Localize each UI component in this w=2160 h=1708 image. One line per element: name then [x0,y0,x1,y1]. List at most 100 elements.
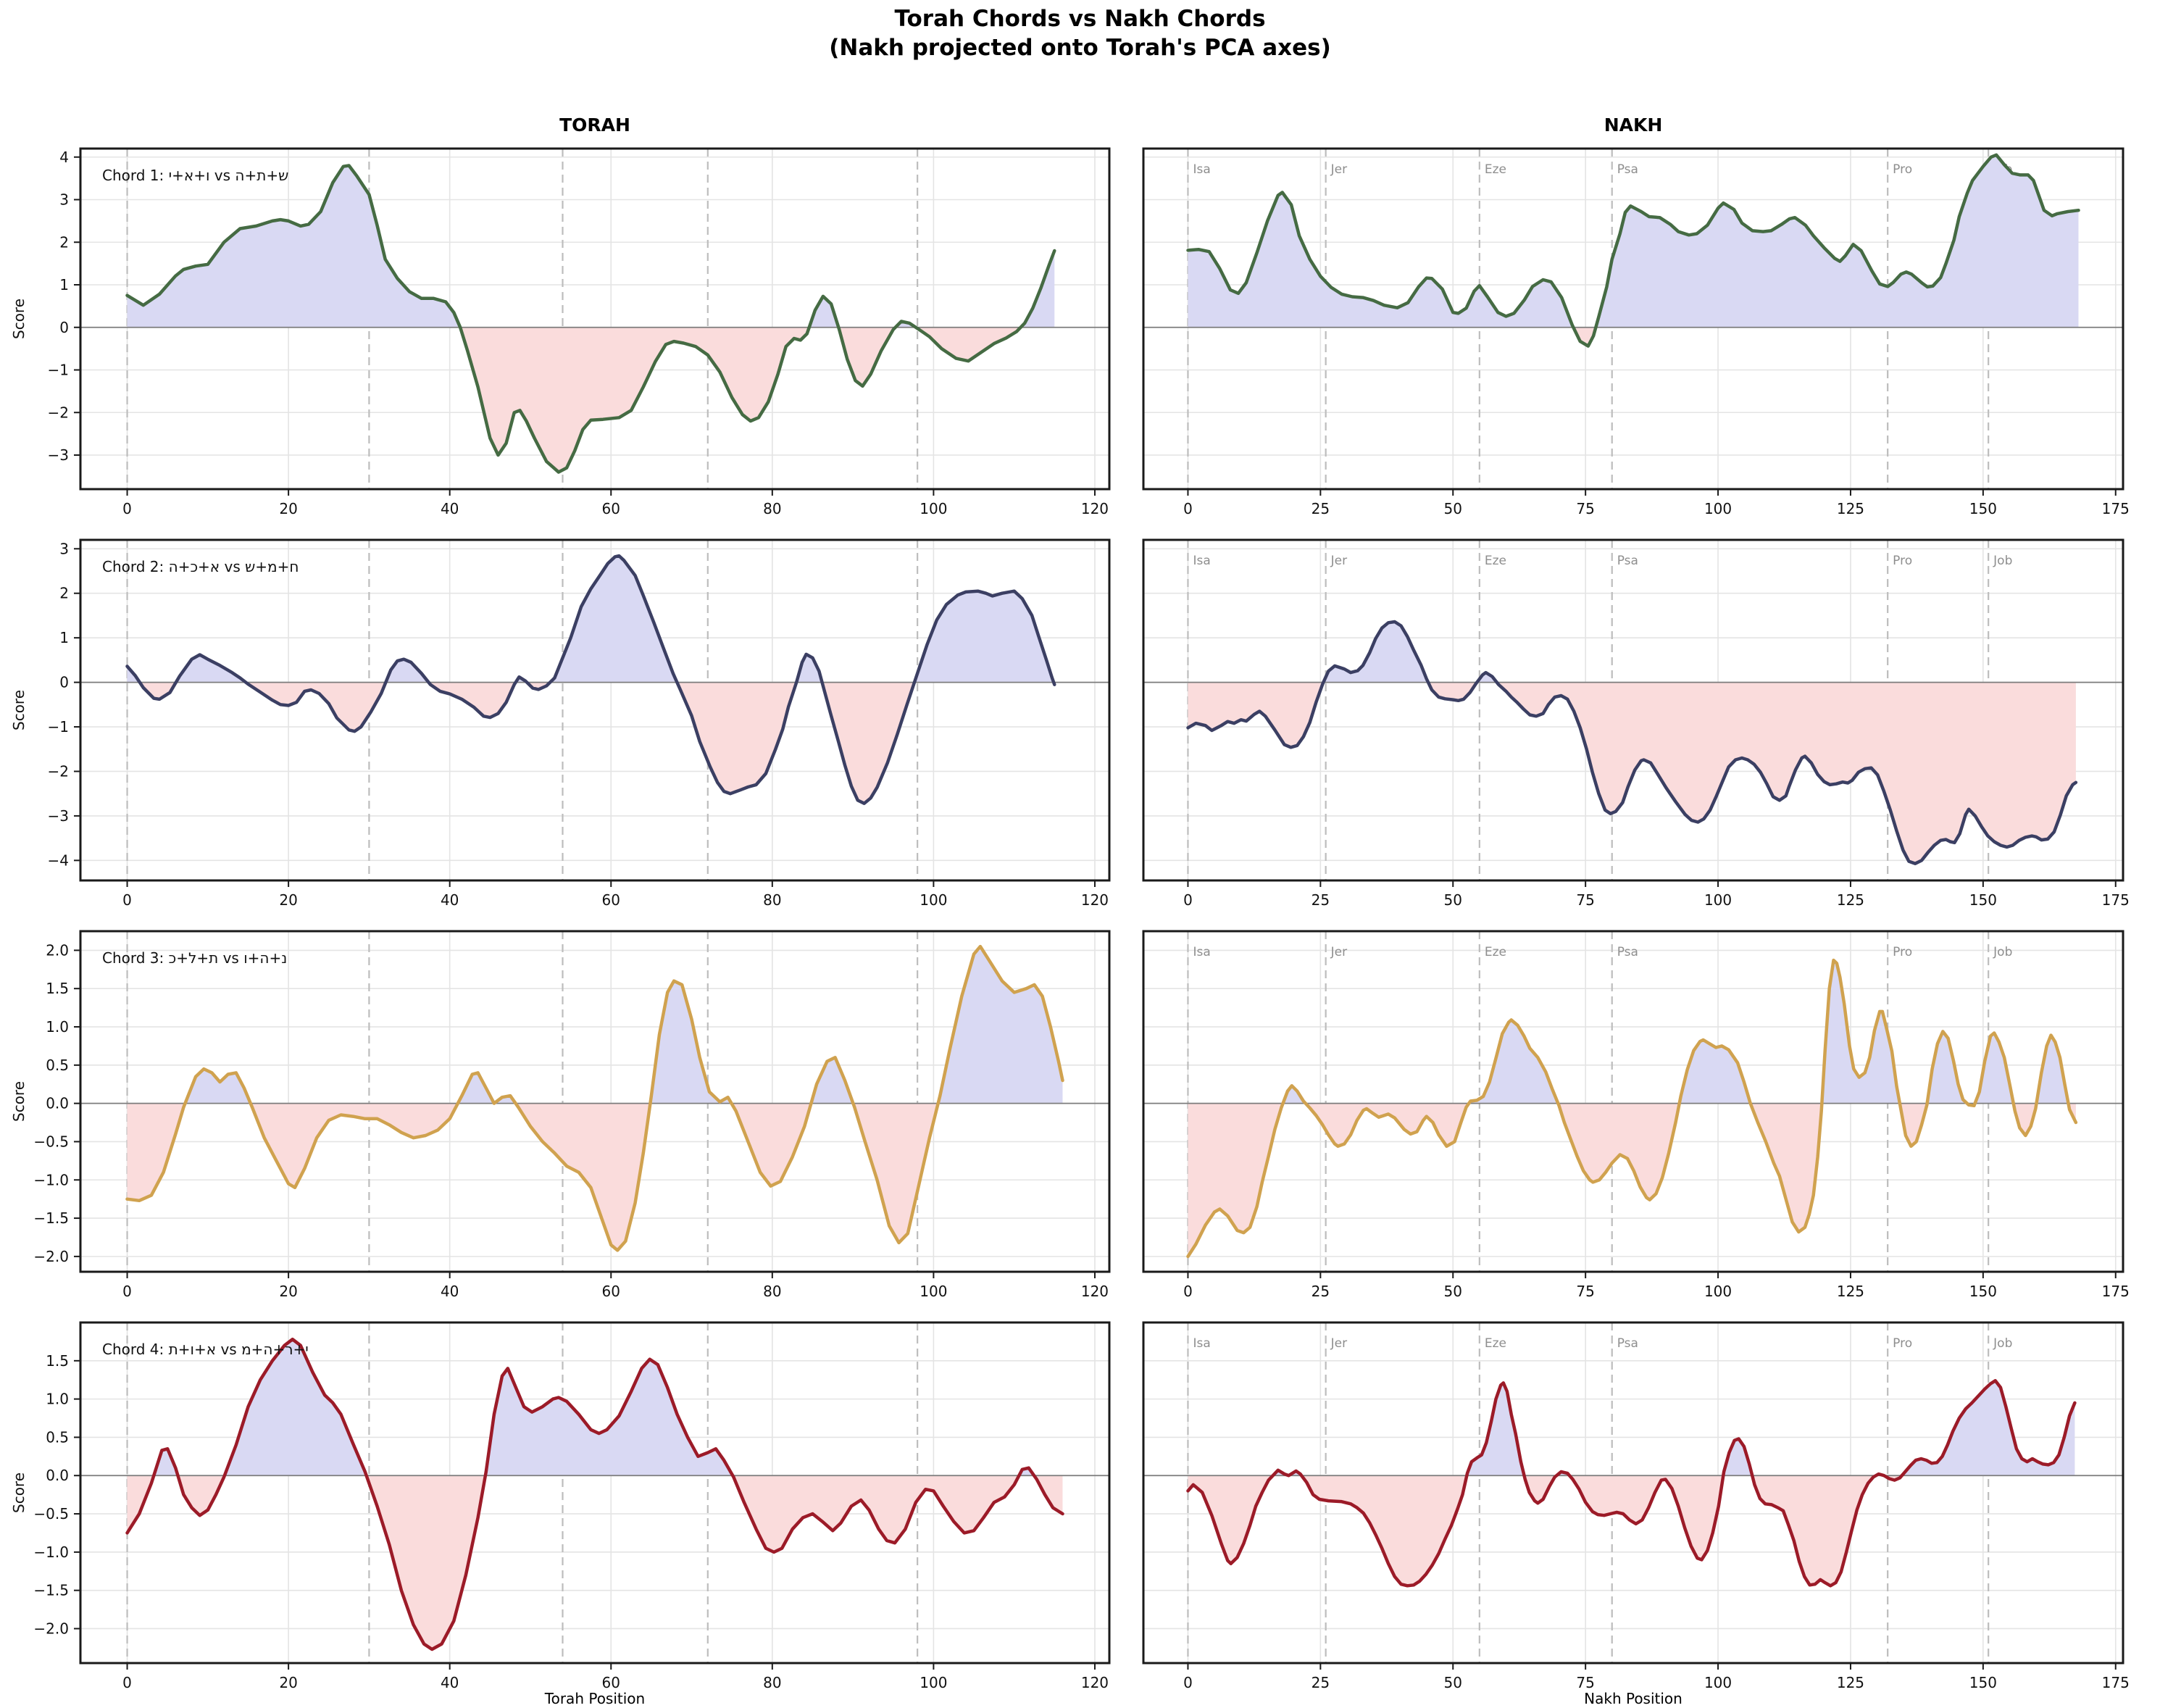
y-tick-label: −1.5 [33,1209,69,1227]
book-label: Pro [1893,945,1912,959]
chord-annotation: Chord 4: ת+ו+א vs מ+ה+ר+י [102,1341,309,1358]
plot-canvas: 0 20 40 60 80 100 120 3 2 1 0 −1 −2 −3 −4 Score Chord 2:… [10,538,1111,909]
area-fill-positive [127,556,1055,683]
x-tick-label: 75 [1576,891,1594,909]
y-tick-label: −1 [48,362,69,379]
area-fill-positive [1188,960,2076,1104]
book-label: Isa [1193,945,1210,959]
area-fill-positive [1188,1380,2075,1476]
y-tick-label: −1.5 [33,1582,69,1599]
y-tick-label: −2 [48,762,69,780]
plot-canvas: 0 20 40 60 80 100 120 1.5 1.0 0.5 0.0 −0.5 −1.0 −1.5 −… [10,1321,1111,1691]
y-axis-label: Score [10,690,28,730]
y-tick-label: −0.5 [33,1133,69,1150]
x-tick-label: 120 [1081,500,1109,517]
x-tick-label: 50 [1444,1283,1462,1300]
book-label: Psa [1617,1336,1638,1351]
figure-title-line2: (Nakh projected onto Torah's PCA axes) [829,35,1331,61]
x-tick-label: 100 [1704,891,1732,909]
x-tick-label: 80 [763,891,781,909]
x-axis-label-torah: Torah Position [544,1690,646,1707]
x-tick-label: 100 [920,891,947,909]
subplot-chord3-nakh: Isa Jer Eze Psa Pro Job 0 25 50 75 100 125 150 175 [1142,930,2130,1300]
y-tick-label: 0 [59,674,69,691]
x-tick-label: 100 [1704,500,1732,517]
x-tick-label: 150 [1969,1283,1997,1300]
x-tick-label: 40 [441,1674,459,1691]
x-tick-label: 0 [1183,1674,1193,1691]
y-tick-label: 1.0 [46,1018,69,1036]
x-tick-label: 120 [1081,1283,1109,1300]
axes-spines [1142,147,2124,491]
series-line [125,164,1056,474]
area-fill-negative [127,1103,938,1251]
y-tick-label: 1 [59,629,69,646]
x-tick-label: 75 [1576,1283,1594,1300]
y-tick-label: 0.5 [46,1057,69,1074]
x-tick-label: 150 [1969,500,1997,517]
y-tick-label: 1 [59,276,69,293]
book-label: Eze [1485,945,1506,959]
x-tick-label: 100 [920,1283,947,1300]
x-tick-label: 60 [602,1283,620,1300]
y-tick-label: 4 [59,149,69,166]
y-tick-label: 1.5 [46,980,69,997]
series-line [125,554,1056,805]
y-tick-label: 1.0 [46,1391,69,1408]
y-tick-label: −1 [48,718,69,736]
x-tick-label: 25 [1312,891,1330,909]
x-tick-label: 100 [920,1674,947,1691]
book-label: Job [1993,945,2012,959]
subplot-chord4-nakh: Isa Jer Eze Psa Pro Job 0 25 50 75 100 125 150 175 [1142,1321,2130,1691]
x-tick-label: 80 [763,1283,781,1300]
axes-spines [79,538,1111,882]
series-line [125,1337,1064,1651]
x-tick-label: 100 [1704,1283,1732,1300]
y-tick-label: −2 [48,404,69,421]
area-fill-negative [127,327,1055,472]
x-tick-label: 40 [441,500,459,517]
axes-spines [79,1321,1111,1665]
area-fill-negative [1188,1475,1902,1586]
x-tick-label: 60 [602,500,620,517]
series-line [1186,620,2078,865]
x-tick-label: 60 [602,1674,620,1691]
y-tick-label: −2.0 [33,1620,69,1637]
chord-annotation: Chord 3: כ+ל+ת vs ו+ה+נ [102,949,287,967]
x-tick-label: 0 [122,1283,132,1300]
x-tick-label: 120 [1081,891,1109,909]
x-tick-label: 50 [1444,500,1462,517]
area-fill-positive [1188,154,2079,328]
y-tick-label: −0.5 [33,1505,69,1522]
subplot-chord1-torah: 0 20 40 60 80 100 120 4 3 2 1 0 −1 −2 −3 Score Chord 1: … [10,147,1111,517]
y-tick-label: 2 [59,233,69,251]
y-axis-label: Score [10,1081,28,1122]
x-tick-label: 20 [279,500,297,517]
y-tick-label: −4 [48,851,69,869]
x-tick-label: 60 [602,891,620,909]
axes-spines [79,930,1111,1273]
y-tick-label: 2 [59,585,69,602]
y-tick-label: 0.0 [46,1095,69,1112]
book-label: Isa [1193,162,1210,177]
chord-annotation: Chord 2: ה+כ+א vs ש+מ+ח [102,558,299,575]
column-title-nakh: NAKH [1604,114,1663,136]
y-tick-label: 0.0 [46,1467,69,1484]
x-tick-label: 175 [2102,891,2130,909]
book-label: Job [1993,554,2012,568]
x-tick-label: 20 [279,1283,297,1300]
book-label: Eze [1485,162,1506,177]
axes-spines [1142,1321,2124,1665]
series-line [1186,958,2078,1259]
book-label: Pro [1893,162,1912,177]
book-label: Eze [1485,554,1506,568]
figure-title: Torah Chords vs Nakh Chords (Nakh projec… [0,4,2160,62]
x-tick-label: 175 [2102,1283,2130,1300]
x-tick-label: 100 [920,500,947,517]
y-axis-label: Score [10,299,28,339]
x-tick-label: 175 [2102,1674,2130,1691]
book-label: Pro [1893,1336,1912,1351]
